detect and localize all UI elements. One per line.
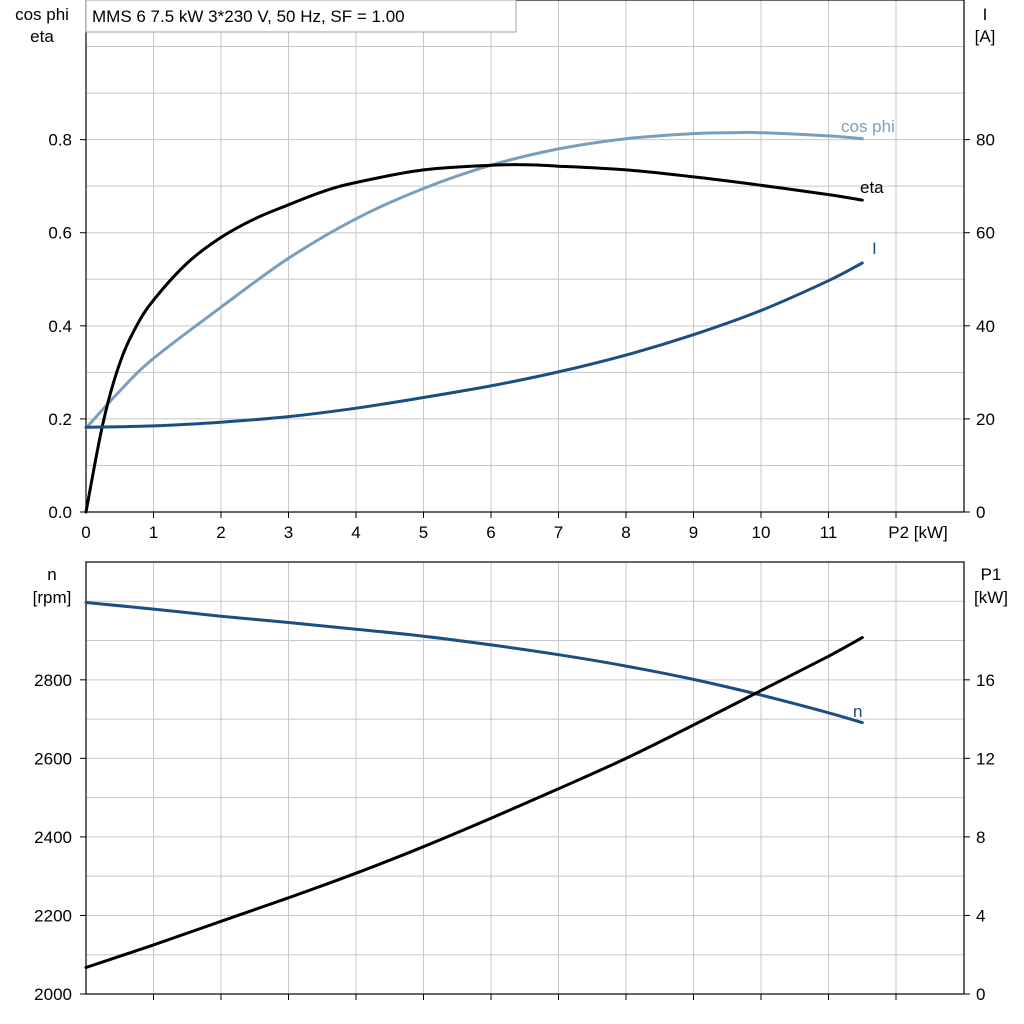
- top-right-axis-title-line2: [A]: [975, 27, 996, 46]
- top-grid: [86, 0, 964, 512]
- bottom-right-axis-title-line2: [kW]: [974, 588, 1008, 607]
- y-right-tick-label: 12: [976, 749, 995, 768]
- cos-phi-curve: [84, 130, 864, 430]
- y-right-tick-label: 0: [976, 503, 985, 522]
- x-tick-label: 9: [689, 523, 698, 542]
- y-right-tick-label: 40: [976, 317, 995, 336]
- chart-title: MMS 6 7.5 kW 3*230 V, 50 Hz, SF = 1.00: [92, 7, 405, 26]
- x-axis-title: P2 [kW]: [888, 523, 948, 542]
- x-tick-label: 5: [419, 523, 428, 542]
- i-curve: [84, 261, 864, 429]
- x-tick-label: 1: [149, 523, 158, 542]
- x-tick-label: 2: [216, 523, 225, 542]
- speed-curve-label: n: [853, 702, 862, 721]
- x-tick-label: 0: [81, 523, 90, 542]
- y-left-tick-label: 2600: [34, 749, 72, 768]
- y-left-tick-label: 0.2: [48, 410, 72, 429]
- y-right-tick-label: 20: [976, 410, 995, 429]
- x-tick-label: 4: [351, 523, 360, 542]
- top-right-axis-title-line1: I: [983, 5, 988, 24]
- x-tick-label: 3: [284, 523, 293, 542]
- y-right-tick-label: 16: [976, 671, 995, 690]
- bottom-plot-frame: [85, 561, 965, 995]
- y-left-tick-label: 0.6: [48, 224, 72, 243]
- y-left-tick-label: 2800: [34, 671, 72, 690]
- bottom-left-axis-title-line2: [rpm]: [33, 588, 72, 607]
- top-left-axis-title-line1: cos phi: [15, 5, 69, 24]
- top-plot-frame: [85, 0, 965, 513]
- x-tick-label: 8: [621, 523, 630, 542]
- y-right-tick-label: 0: [976, 985, 985, 1004]
- eta-curve-label: eta: [860, 178, 884, 197]
- cos-phi-curve-label: cos phi: [841, 117, 895, 136]
- y-left-tick-label: 0.8: [48, 131, 72, 150]
- x-tick-label: 7: [554, 523, 563, 542]
- current-curve-label: I: [872, 239, 877, 258]
- y-right-tick-label: 4: [976, 906, 985, 925]
- x-tick-label: 6: [486, 523, 495, 542]
- curves: [84, 130, 864, 969]
- axis-ticks: [80, 139, 970, 1000]
- bottom-right-axis-title-line1: P1: [981, 565, 1002, 584]
- n-curve: [84, 601, 864, 725]
- x-tick-label: 11: [820, 523, 838, 542]
- top-left-axis-title-line2: eta: [30, 27, 54, 46]
- x-tick-label: 10: [752, 523, 771, 542]
- bottom-grid: [86, 562, 964, 994]
- title-box: [85, 0, 517, 33]
- y-left-tick-label: 0.0: [48, 503, 72, 522]
- y-left-tick-label: 0.4: [48, 317, 72, 336]
- y-left-tick-label: 2200: [34, 906, 72, 925]
- y-left-tick-label: 2000: [34, 985, 72, 1004]
- bottom-left-axis-title-line1: n: [47, 565, 56, 584]
- y-right-tick-label: 60: [976, 224, 995, 243]
- y-right-tick-label: 80: [976, 131, 995, 150]
- p1-curve: [84, 636, 864, 969]
- eta-curve: [84, 163, 864, 514]
- y-left-tick-label: 2400: [34, 828, 72, 847]
- y-right-tick-label: 8: [976, 828, 985, 847]
